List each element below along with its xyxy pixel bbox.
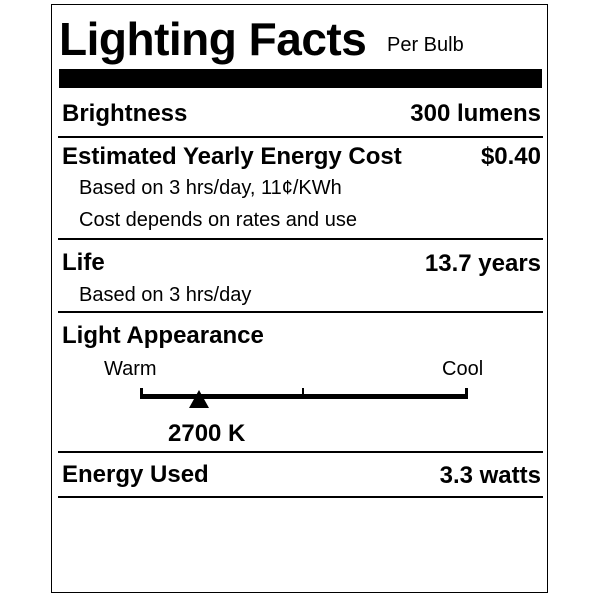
divider [58,311,543,313]
scale-tick [465,388,468,399]
cost-label: Estimated Yearly Energy Cost [62,143,402,170]
energy-label: Energy Used [62,461,209,488]
cost-value: $0.40 [480,143,541,170]
life-label: Life [62,249,105,276]
color-temperature-value: 2700 K [168,420,246,447]
brightness-label: Brightness [62,100,188,127]
brightness-value: 300 lumens [410,100,541,127]
appearance-label: Light Appearance [62,322,264,349]
subtitle: Per Bulb [387,34,464,56]
cost-note-1: Based on 3 hrs/day, 11¢/KWh [79,177,342,199]
thick-divider [59,69,542,88]
marker-triangle-icon [189,390,210,408]
divider [58,238,543,240]
cool-label: Cool [442,358,484,380]
divider [58,496,543,498]
title: Lighting Facts [59,13,367,65]
label-frame [51,4,548,593]
cost-note-2: Cost depends on rates and use [79,209,357,231]
divider [58,451,543,453]
life-note: Based on 3 hrs/day [79,284,252,306]
divider [58,136,543,138]
warm-label: Warm [104,358,157,380]
scale-tick [140,388,143,399]
scale-bar [140,394,468,399]
color-temperature-scale [140,388,468,408]
life-value: 13.7 years [424,250,541,277]
scale-tick [302,388,304,399]
energy-value: 3.3 watts [439,462,541,489]
